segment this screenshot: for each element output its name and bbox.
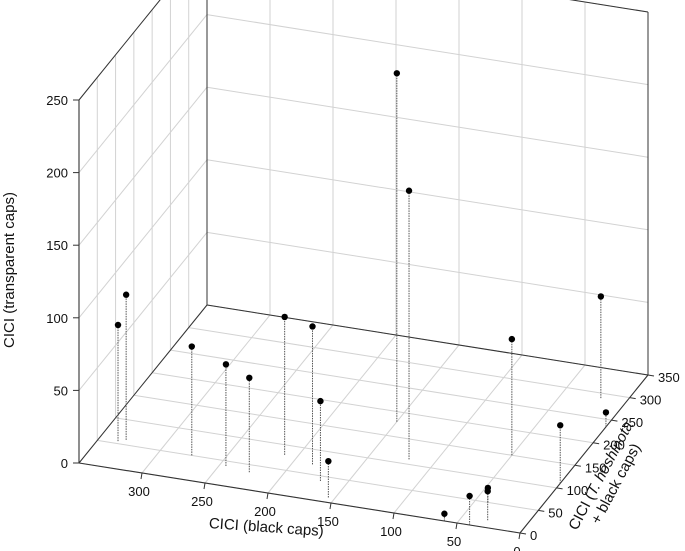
data-point bbox=[317, 397, 324, 405]
left-wall-gridline bbox=[78, 14, 208, 173]
floor-gridline bbox=[456, 364, 586, 524]
x-tick bbox=[329, 502, 332, 510]
floor-gridline bbox=[393, 354, 523, 514]
y-tick bbox=[593, 442, 600, 445]
y-tick bbox=[574, 464, 581, 467]
floor-gridline bbox=[97, 439, 539, 511]
data-point bbox=[309, 323, 316, 330]
y-tick-label: 200 bbox=[603, 438, 625, 453]
y-tick-label: 350 bbox=[658, 370, 680, 385]
z-tick-label: 0 bbox=[61, 456, 68, 471]
back-wall-gridline bbox=[206, 231, 649, 303]
stem-layer bbox=[117, 73, 607, 525]
x-tick-label: 250 bbox=[191, 494, 213, 509]
x-tick bbox=[140, 472, 143, 480]
data-point bbox=[246, 374, 253, 382]
x-tick bbox=[392, 512, 395, 520]
left-wall-gridline bbox=[78, 86, 208, 246]
y-tick bbox=[629, 397, 636, 400]
data-point bbox=[466, 492, 473, 500]
data-point bbox=[188, 343, 195, 350]
point-layer bbox=[114, 70, 610, 517]
floor-gridline bbox=[267, 334, 397, 494]
y-tick bbox=[556, 487, 563, 490]
y-tick-label: 300 bbox=[640, 393, 662, 408]
y-tick bbox=[538, 509, 545, 512]
x-tick bbox=[203, 482, 206, 490]
back-wall-gridline bbox=[206, 159, 649, 231]
data-point bbox=[122, 291, 130, 298]
data-point bbox=[222, 361, 230, 368]
x-tick-label: 0 bbox=[513, 544, 520, 551]
z-tick-label: 250 bbox=[46, 93, 68, 108]
data-point bbox=[602, 409, 610, 416]
y-tick bbox=[611, 419, 618, 422]
data-point bbox=[405, 187, 413, 194]
data-point bbox=[597, 293, 605, 300]
floor-gridline bbox=[152, 372, 594, 444]
data-point bbox=[325, 457, 332, 465]
data-point bbox=[557, 422, 564, 429]
data-point bbox=[393, 70, 401, 77]
floor-gridline bbox=[330, 344, 460, 504]
data-point bbox=[508, 335, 516, 343]
z-axis-label: CICI (transparent caps) bbox=[1, 192, 18, 348]
z-tick-label: 50 bbox=[54, 383, 68, 398]
grid-layer bbox=[78, 0, 649, 534]
y-tick bbox=[647, 374, 655, 377]
left-wall-gridline bbox=[78, 232, 208, 391]
x-tick bbox=[518, 532, 521, 540]
back-wall-gridline bbox=[206, 14, 649, 86]
y-tick-label: 150 bbox=[585, 460, 607, 475]
y-tick-label: 0 bbox=[530, 528, 537, 543]
z-tick-label: 150 bbox=[46, 238, 68, 253]
frame-edge bbox=[206, 304, 649, 376]
y-tick-label: 50 bbox=[548, 505, 562, 520]
y-axis-line bbox=[519, 374, 649, 534]
left-wall-gridline bbox=[78, 0, 161, 101]
x-axis-label: CICI (black caps) bbox=[208, 515, 324, 540]
x-tick bbox=[455, 522, 458, 530]
y-tick bbox=[519, 532, 527, 535]
y-tick-label: 100 bbox=[567, 483, 589, 498]
frame-edge bbox=[78, 304, 208, 464]
x-tick-label: 300 bbox=[128, 484, 150, 499]
floor-gridline bbox=[204, 324, 334, 484]
data-point bbox=[441, 510, 448, 517]
tick-layer: 0 50 100 150 200 250 300 0 50 100 150 200 250 300 350 0… bbox=[46, 93, 679, 551]
floor-gridline bbox=[188, 327, 630, 399]
floor-gridline bbox=[141, 314, 271, 474]
x-axis-line bbox=[78, 462, 521, 534]
y-tick-label: 250 bbox=[621, 415, 643, 430]
z-tick-label: 200 bbox=[46, 166, 68, 181]
frame-edge bbox=[78, 0, 161, 101]
frame-edge bbox=[569, 0, 649, 13]
left-wall-gridline bbox=[78, 159, 208, 319]
floor-gridline bbox=[133, 394, 575, 466]
data-point bbox=[281, 313, 288, 321]
data-point bbox=[484, 487, 491, 495]
floor-gridline bbox=[115, 417, 557, 489]
z-tick-label: 100 bbox=[46, 311, 68, 326]
x-tick-label: 150 bbox=[317, 514, 339, 529]
x-tick-label: 200 bbox=[254, 504, 276, 519]
back-wall-gridline bbox=[206, 86, 649, 158]
frame-layer bbox=[78, 0, 649, 534]
floor-gridline bbox=[170, 349, 612, 421]
data-point bbox=[114, 321, 122, 329]
x-tick-label: 50 bbox=[447, 534, 461, 549]
x-tick-label: 100 bbox=[380, 524, 402, 539]
x-tick bbox=[266, 492, 269, 500]
